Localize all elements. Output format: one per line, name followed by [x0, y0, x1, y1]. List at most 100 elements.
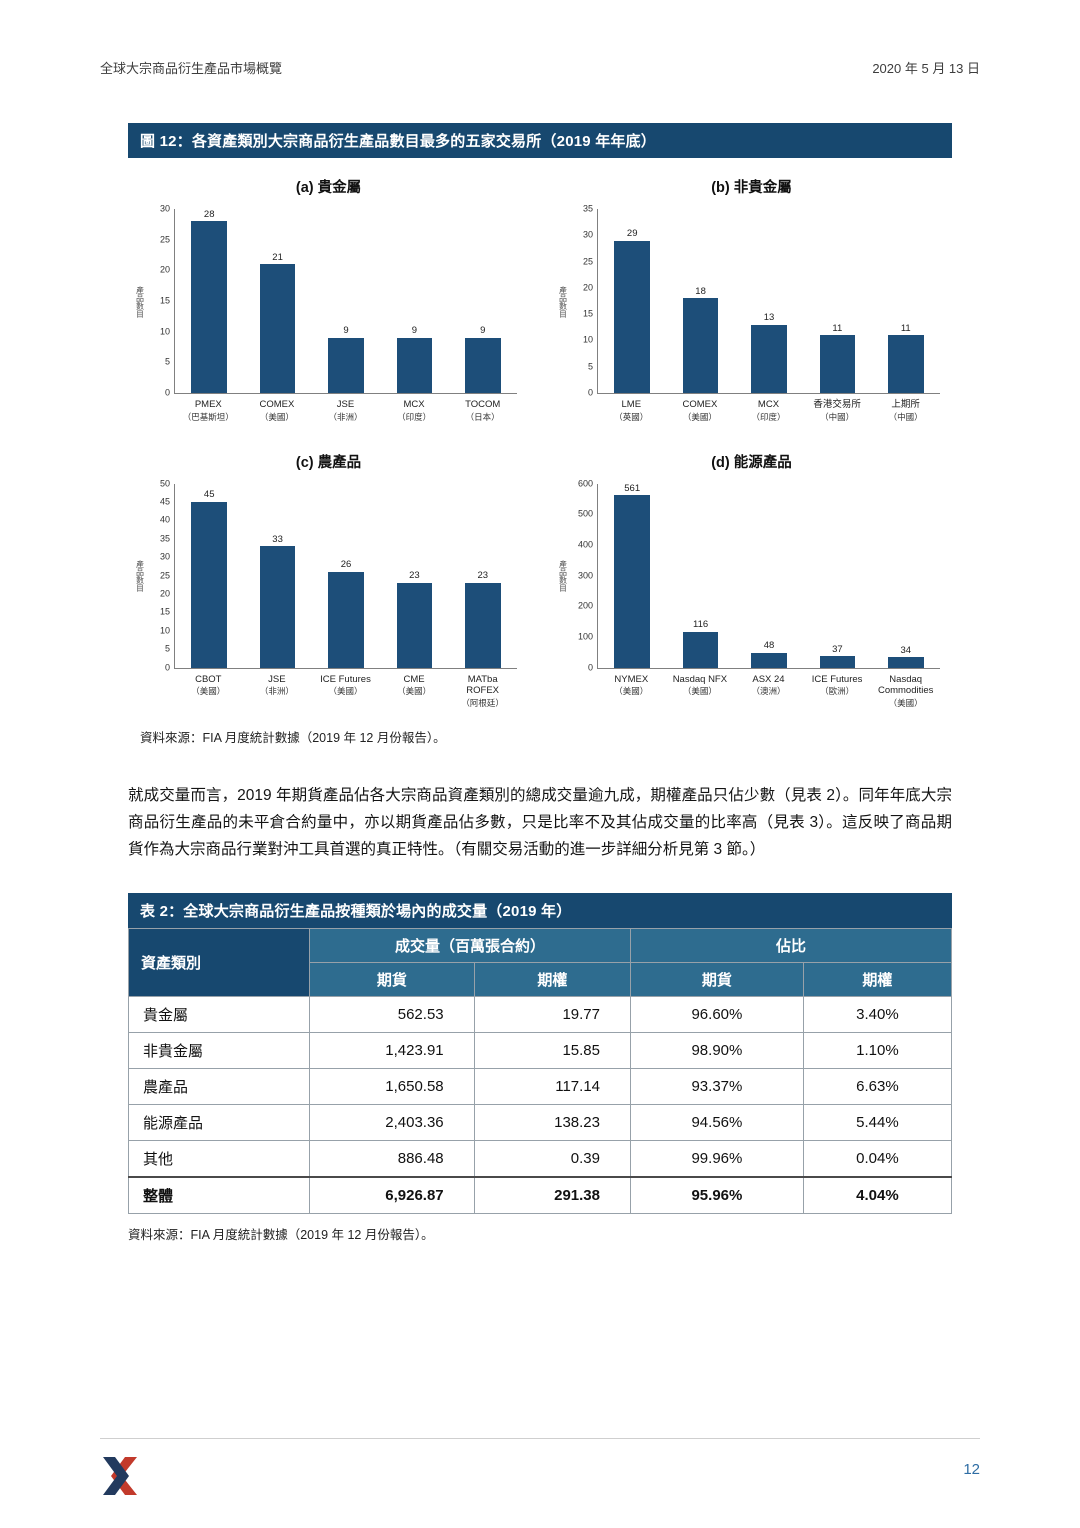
bar-value-label: 45 [203, 489, 215, 501]
exchange-region: （非洲） [328, 411, 363, 422]
exchange-region: （阿根廷） [461, 698, 504, 709]
y-tick-label: 0 [164, 387, 170, 398]
y-tick-label: 20 [582, 282, 593, 293]
bar-slot: 23 [380, 484, 448, 668]
figure-12-section: 圖 12：各資產類別大宗商品衍生產品數目最多的五家交易所（2019 年年底） (… [128, 123, 952, 746]
bar-slot: 561 [598, 484, 666, 668]
chart-title: (c) 農產品 [295, 454, 362, 471]
page-number: 12 [963, 1461, 980, 1478]
bars: 45 33 26 23 23 [175, 484, 517, 668]
x-category: COMEX （美國） [243, 394, 312, 423]
bar-chart: (c) 農產品 產品數目 0 5 10 15 20 25 30 35 40 45 50 45 33 26 23 2… [134, 451, 523, 709]
table-row: 其他 886.48 0.39 99.96% 0.04% [127, 1140, 953, 1178]
value-cell: 0.04% [802, 1140, 953, 1178]
col-header-options-share: 期權 [802, 962, 953, 998]
value-cell: 95.96% [630, 1176, 804, 1215]
x-axis-labels: NYMEX （美國） Nasdaq NFX （美國） ASX 24 （澳洲） ICE Fut… [597, 669, 940, 709]
bars: 561 116 48 37 34 [598, 484, 940, 668]
y-tick-label: 30 [159, 203, 170, 214]
table-header-row-groups: 資產類別 成交量（百萬張合約） 佔比 [127, 928, 952, 998]
exchange-name: MCX [757, 399, 780, 410]
bar-slot: 48 [735, 484, 803, 668]
exchange-region: （印度） [397, 411, 432, 422]
bar-chart: (d) 能源產品 產品數目 0 100 200 300 400 500 600 561 116 48 3… [557, 451, 946, 709]
x-category: CME （美國） [380, 669, 449, 709]
value-cell: 98.90% [630, 1032, 804, 1070]
value-cell: 1,423.91 [309, 1032, 475, 1070]
bar-value-label: 37 [832, 643, 843, 655]
bar [682, 631, 719, 668]
exchange-name: TOCOM [465, 399, 501, 410]
x-category: MCX （印度） [734, 394, 803, 423]
y-tick-label: 10 [159, 625, 170, 636]
footer-divider [100, 1438, 980, 1439]
x-category: Nasdaq NFX （美國） [666, 669, 735, 709]
x-category: MCX （印度） [380, 394, 449, 423]
plot-area: 0 5 10 15 20 25 30 28 21 9 9 9 [160, 204, 517, 397]
value-cell: 2,403.36 [309, 1104, 475, 1142]
bar-chart: (b) 非貴金屬 產品數目 0 5 10 15 20 25 30 35 29 18 13 11 11 LME （… [557, 176, 946, 423]
chart-body: 產品數目 0 5 10 15 20 25 30 35 40 45 50 45 33 26 23 23 CBOT （美… [134, 479, 523, 709]
bar [328, 337, 364, 393]
bar-slot: 13 [735, 209, 803, 393]
bar [259, 264, 296, 393]
chart-title: (d) 能源產品 [711, 454, 792, 471]
plot-area-column: 0 5 10 15 20 25 30 35 40 45 50 45 33 26 23 23 CBOT （美國） JS… [146, 479, 523, 709]
x-category: CBOT （美國） [174, 669, 243, 709]
bar [259, 546, 296, 668]
y-tick-label: 20 [159, 588, 170, 599]
footer-row: 12 [100, 1455, 980, 1502]
header-date: 2020 年 5 月 13 日 [872, 61, 980, 76]
plot-area-column: 0 5 10 15 20 25 30 35 29 18 13 11 11 LME （英國） COMEX （美國）… [569, 204, 946, 423]
exchange-name: COMEX [682, 399, 718, 410]
bar-slot: 37 [803, 484, 871, 668]
value-cell: 4.04% [802, 1176, 953, 1215]
exchange-region: （英國） [614, 411, 649, 422]
exchange-region: （中國） [888, 411, 923, 422]
table-row: 非貴金屬 1,423.91 15.85 98.90% 1.10% [127, 1032, 953, 1070]
table-2-section: 表 2：全球大宗商品衍生產品按種類於場內的成交量（2019 年） 資產類別 成交… [127, 893, 953, 1243]
exchange-region: （巴基斯坦） [182, 411, 234, 422]
figure-title-bar: 圖 12：各資產類別大宗商品衍生產品數目最多的五家交易所（2019 年年底） [128, 123, 952, 158]
bar [396, 582, 433, 668]
exchange-name: Nasdaq NFX [672, 673, 728, 685]
y-tick-label: 10 [159, 326, 170, 337]
bar-slot: 29 [598, 209, 666, 393]
y-tick-label: 200 [577, 600, 593, 611]
asset-class-cell: 農產品 [127, 1068, 311, 1106]
asset-class-cell: 非貴金屬 [127, 1032, 311, 1070]
bar-slot: 9 [380, 209, 448, 393]
y-tick-label: 25 [159, 570, 170, 580]
exchange-region: （美國） [614, 686, 649, 697]
value-cell: 15.85 [473, 1032, 632, 1070]
bar-value-label: 9 [411, 325, 418, 337]
x-category: PMEX （巴基斯坦） [174, 394, 243, 423]
x-category: Nasdaq Commodities （美國） [871, 669, 940, 709]
table-row: 能源產品 2,403.36 138.23 94.56% 5.44% [127, 1104, 953, 1142]
bar-slot: 18 [666, 209, 734, 393]
exchange-name: CME [403, 673, 425, 685]
exchange-region: （非洲） [259, 686, 294, 697]
table-row: 貴金屬 562.53 19.77 96.60% 3.40% [127, 996, 953, 1034]
y-tick-label: 30 [159, 551, 170, 562]
figure-source-note: 資料來源：FIA 月度統計數據（2019 年 12 月份報告）。 [140, 730, 446, 745]
y-axis-title: 產品數目 [135, 560, 145, 592]
y-axis-title: 產品數目 [558, 560, 568, 592]
y-tick-label: 50 [159, 478, 170, 488]
exchange-name: MCX [403, 399, 425, 410]
exchange-region: （美國） [328, 686, 363, 697]
bar-slot: 33 [243, 484, 311, 668]
x-category: NYMEX （美國） [597, 669, 666, 709]
exchange-name: COMEX [259, 399, 295, 410]
y-tick-label: 100 [577, 631, 593, 642]
table-title-bar: 表 2：全球大宗商品衍生產品按種類於場內的成交量（2019 年） [128, 893, 952, 929]
value-cell: 138.23 [473, 1104, 632, 1142]
page-header: 全球大宗商品衍生產品市場概覽 2020 年 5 月 13 日 [100, 0, 980, 77]
y-tick-label: 5 [164, 356, 170, 367]
table-header-row-sub: 期貨 期權 期貨 期權 [129, 962, 953, 998]
chart-body: 產品數目 0 100 200 300 400 500 600 561 116 48 37 34 NYMEX… [557, 479, 946, 709]
value-cell: 96.60% [630, 996, 804, 1034]
bar-slot: 9 [312, 209, 380, 393]
chart-title: (a) 貴金屬 [295, 180, 362, 196]
